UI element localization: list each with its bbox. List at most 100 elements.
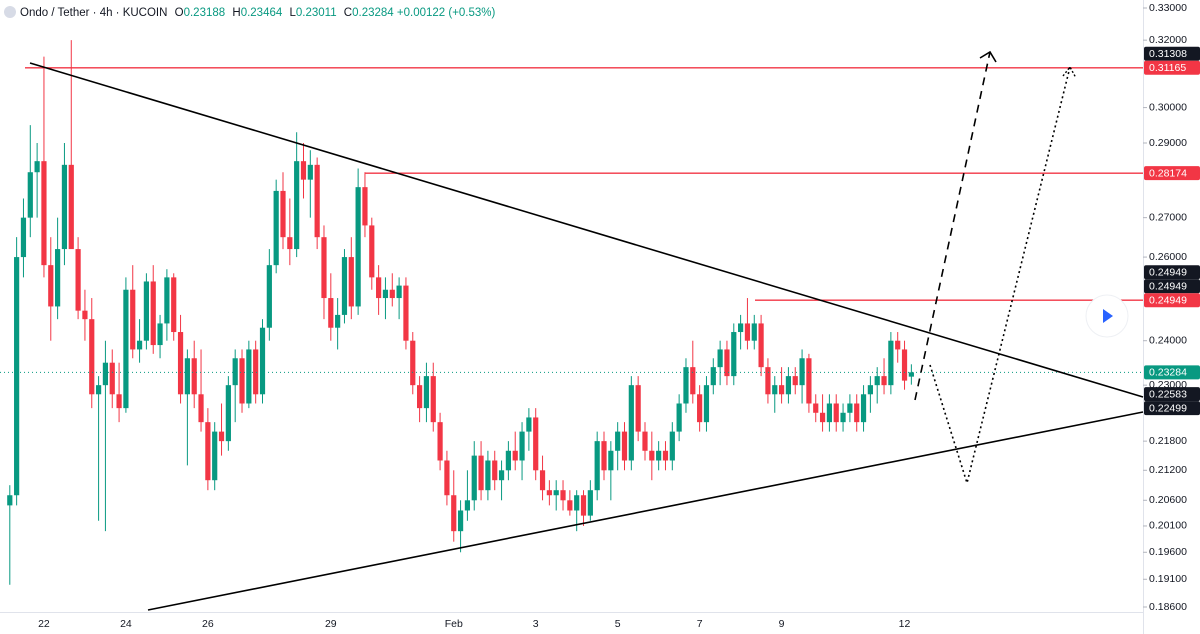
x-tick-label: 3 [533,618,539,630]
legend-header: Ondo / Tether · 4h · KUCOIN O0.23188 H0.… [4,6,495,19]
candle-body [539,470,546,491]
candle-body [198,394,204,423]
candle-body [601,441,607,471]
y-tick-label: 0.33000 [1149,2,1187,14]
candle-body [410,340,416,386]
candle-body [184,358,190,395]
candle-body [819,412,826,423]
candle-body [34,161,40,173]
play-icon[interactable] [1103,309,1113,323]
candle-body [300,161,307,180]
candle-body [608,450,614,471]
symbol-icon [4,6,16,18]
y-tick-label: 0.21200 [1149,464,1187,476]
candle-body [150,281,156,346]
projection-dotted [929,66,1071,486]
candle-body [840,412,846,423]
candle-body [164,277,170,324]
trendline-upper [29,62,1144,398]
symbol: Ondo / Tether · 4h · KUCOIN [20,7,168,19]
candle-body [389,289,395,299]
arrowhead [979,50,997,63]
candle-body [710,367,716,386]
candle-body [662,450,669,461]
price-label-bg [1144,365,1200,380]
x-tick-label: 29 [325,618,337,630]
y-tick-label: 0.27000 [1149,211,1187,223]
candle-body [444,460,450,496]
candle-body [799,358,805,386]
value: 0.23188 [183,7,226,19]
candle-body [417,385,423,409]
price-label: 0.31308 [1149,48,1187,60]
candle-body [355,187,361,307]
candle-body [826,403,832,423]
candle-body [615,431,621,451]
candle-body [75,249,81,311]
candle-body [362,187,368,226]
candle-body [498,470,505,481]
x-tick-label: 9 [779,618,785,630]
candle-body [423,376,430,409]
value: 0.23464 [240,7,283,19]
price-label-bg [1144,60,1200,75]
candle-body [901,349,908,381]
candle-body [785,376,792,395]
candle-body [833,403,839,423]
candle-body [567,500,573,511]
candle-body [471,455,477,501]
candle-body [266,265,272,328]
candle-body [41,161,47,266]
y-tick-label: 0.30000 [1149,101,1187,113]
price-label-bg [1144,166,1200,181]
label: C [343,7,353,19]
x-tick-label: 5 [615,618,621,630]
projection-dashed [914,51,991,401]
candle-body [717,349,723,368]
play-button[interactable] [1085,294,1129,338]
candle-body [95,385,102,395]
price-label: 0.22583 [1149,388,1187,400]
candle-body [560,490,566,501]
x-tick-label: 26 [202,618,214,630]
price-label: 0.24949 [1149,280,1187,292]
candle-body [676,403,682,432]
candle-body [505,450,511,471]
candle-body [82,310,88,320]
y-tick-label: 0.19100 [1149,573,1187,585]
candle-body [143,281,149,341]
candle-body [683,367,689,404]
candle-body [61,164,68,250]
candle-body [14,257,20,496]
candle-body [587,490,593,516]
candle-body [806,358,812,404]
label: L [289,7,296,19]
candle-body [376,277,382,299]
candle-body [621,431,628,461]
y-tick-label: 0.21800 [1149,435,1187,447]
candle-body [881,376,887,386]
candle-body [908,372,914,377]
candle-body [225,385,231,442]
candle-body [526,417,532,432]
candle-body [519,431,525,461]
candle-body [68,164,74,250]
candle-body [116,394,122,409]
candle-body [205,422,211,481]
candle-body [239,358,245,404]
candle-body [102,362,109,386]
candle-body [177,332,184,395]
candle-body [854,403,860,423]
price-label-bg [1144,265,1200,280]
candle-body [778,385,785,395]
y-tick-label: 0.29000 [1149,137,1187,149]
candle-body [703,385,710,423]
candle-body [157,323,163,346]
price-label: 0.23284 [1149,367,1187,379]
price-label-bg [1144,401,1200,416]
label: O [174,7,184,19]
candle-body [594,441,600,491]
candle-body [478,455,484,491]
candle-body [580,495,587,516]
candle-body [451,495,457,532]
